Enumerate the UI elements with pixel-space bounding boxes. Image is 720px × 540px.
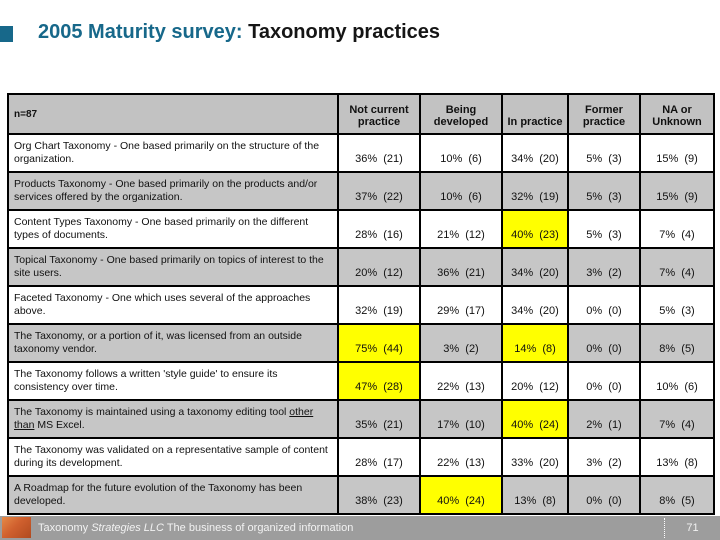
value-cell: 37% (22) xyxy=(337,171,421,211)
value-cell: 33% (20) xyxy=(501,437,569,477)
value-cell: 10% (6) xyxy=(419,133,503,173)
table-row: Org Chart Taxonomy - One based primarily… xyxy=(7,133,715,173)
value-cell-highlighted: 40% (24) xyxy=(501,399,569,439)
value-cell: 29% (17) xyxy=(419,285,503,325)
column-header: Former practice xyxy=(567,93,641,135)
value-cell: 32% (19) xyxy=(337,285,421,325)
value-cell: 38% (23) xyxy=(337,475,421,515)
row-question: The Taxonomy is maintained using a taxon… xyxy=(7,399,339,439)
value-cell: 8% (5) xyxy=(639,475,715,515)
footer-brand-italic: Strategies LLC xyxy=(91,522,164,534)
value-cell-highlighted: 47% (28) xyxy=(337,361,421,401)
page-number: 71 xyxy=(664,518,720,538)
row-question: Content Types Taxonomy - One based prima… xyxy=(7,209,339,249)
value-cell: 10% (6) xyxy=(419,171,503,211)
slide-footer: Taxonomy Strategies LLC The business of … xyxy=(0,516,720,540)
table-row: Products Taxonomy - One based primarily … xyxy=(7,171,715,211)
page-title: 2005 Maturity survey: Taxonomy practices xyxy=(38,21,440,44)
value-cell: 35% (21) xyxy=(337,399,421,439)
table-row: The Taxonomy, or a portion of it, was li… xyxy=(7,323,715,363)
slide-title-accent xyxy=(0,26,13,42)
value-cell: 0% (0) xyxy=(567,285,641,325)
table-row: Topical Taxonomy - One based primarily o… xyxy=(7,247,715,287)
value-cell-highlighted: 40% (24) xyxy=(419,475,503,515)
row-question: Topical Taxonomy - One based primarily o… xyxy=(7,247,339,287)
value-cell: 17% (10) xyxy=(419,399,503,439)
value-cell: 0% (0) xyxy=(567,323,641,363)
footer-tagline: The business of organized information xyxy=(163,522,354,534)
row-question: A Roadmap for the future evolution of th… xyxy=(7,475,339,515)
value-cell: 22% (13) xyxy=(419,437,503,477)
value-cell: 20% (12) xyxy=(501,361,569,401)
value-cell: 13% (8) xyxy=(501,475,569,515)
value-cell: 5% (3) xyxy=(567,171,641,211)
company-logo xyxy=(2,517,31,538)
value-cell: 21% (12) xyxy=(419,209,503,249)
table-row: The Taxonomy is maintained using a taxon… xyxy=(7,399,715,439)
footer-brand: Taxonomy xyxy=(38,522,92,534)
value-cell: 7% (4) xyxy=(639,247,715,287)
value-cell: 32% (19) xyxy=(501,171,569,211)
value-cell: 34% (20) xyxy=(501,285,569,325)
row-question: Faceted Taxonomy - One which uses severa… xyxy=(7,285,339,325)
footer-text: Taxonomy Strategies LLC The business of … xyxy=(38,516,353,540)
value-cell: 0% (0) xyxy=(567,475,641,515)
value-cell: 3% (2) xyxy=(567,437,641,477)
value-cell: 3% (2) xyxy=(419,323,503,363)
row-question: Org Chart Taxonomy - One based primarily… xyxy=(7,133,339,173)
value-cell: 20% (12) xyxy=(337,247,421,287)
value-cell: 13% (8) xyxy=(639,437,715,477)
table-row: Content Types Taxonomy - One based prima… xyxy=(7,209,715,249)
value-cell: 7% (4) xyxy=(639,209,715,249)
value-cell: 28% (17) xyxy=(337,437,421,477)
page-title-highlight: 2005 Maturity survey: xyxy=(38,21,243,43)
value-cell: 10% (6) xyxy=(639,361,715,401)
value-cell: 7% (4) xyxy=(639,399,715,439)
value-cell: 5% (3) xyxy=(567,209,641,249)
page-title-rest: Taxonomy practices xyxy=(242,21,441,43)
value-cell-highlighted: 75% (44) xyxy=(337,323,421,363)
value-cell: 36% (21) xyxy=(337,133,421,173)
value-cell: 0% (0) xyxy=(567,361,641,401)
table-row: Faceted Taxonomy - One which uses severa… xyxy=(7,285,715,325)
value-cell-highlighted: 14% (8) xyxy=(501,323,569,363)
value-cell: 28% (16) xyxy=(337,209,421,249)
table-row: The Taxonomy was validated on a represen… xyxy=(7,437,715,477)
value-cell: 15% (9) xyxy=(639,171,715,211)
value-cell: 3% (2) xyxy=(567,247,641,287)
row-question: The Taxonomy was validated on a represen… xyxy=(7,437,339,477)
table-body: Org Chart Taxonomy - One based primarily… xyxy=(7,133,715,515)
value-cell: 36% (21) xyxy=(419,247,503,287)
survey-results-table: n=87 Not current practice Being developed… xyxy=(7,93,715,515)
value-cell: 2% (1) xyxy=(567,399,641,439)
value-cell: 5% (3) xyxy=(639,285,715,325)
column-header: Not current practice xyxy=(337,93,421,135)
row-question: The Taxonomy, or a portion of it, was li… xyxy=(7,323,339,363)
row-question: The Taxonomy follows a written 'style gu… xyxy=(7,361,339,401)
row-question: Products Taxonomy - One based primarily … xyxy=(7,171,339,211)
column-header: Being developed xyxy=(419,93,503,135)
value-cell: 34% (20) xyxy=(501,133,569,173)
value-cell: 22% (13) xyxy=(419,361,503,401)
value-cell-highlighted: 40% (23) xyxy=(501,209,569,249)
value-cell: 15% (9) xyxy=(639,133,715,173)
table-header-row: n=87 Not current practice Being developed… xyxy=(7,93,715,135)
table-row: The Taxonomy follows a written 'style gu… xyxy=(7,361,715,401)
value-cell: 34% (20) xyxy=(501,247,569,287)
value-cell: 5% (3) xyxy=(567,133,641,173)
sample-size-label: n=87 xyxy=(7,93,339,135)
value-cell: 8% (5) xyxy=(639,323,715,363)
column-header: In practice xyxy=(501,93,569,135)
table-row: A Roadmap for the future evolution of th… xyxy=(7,475,715,515)
column-header: NA or Unknown xyxy=(639,93,715,135)
